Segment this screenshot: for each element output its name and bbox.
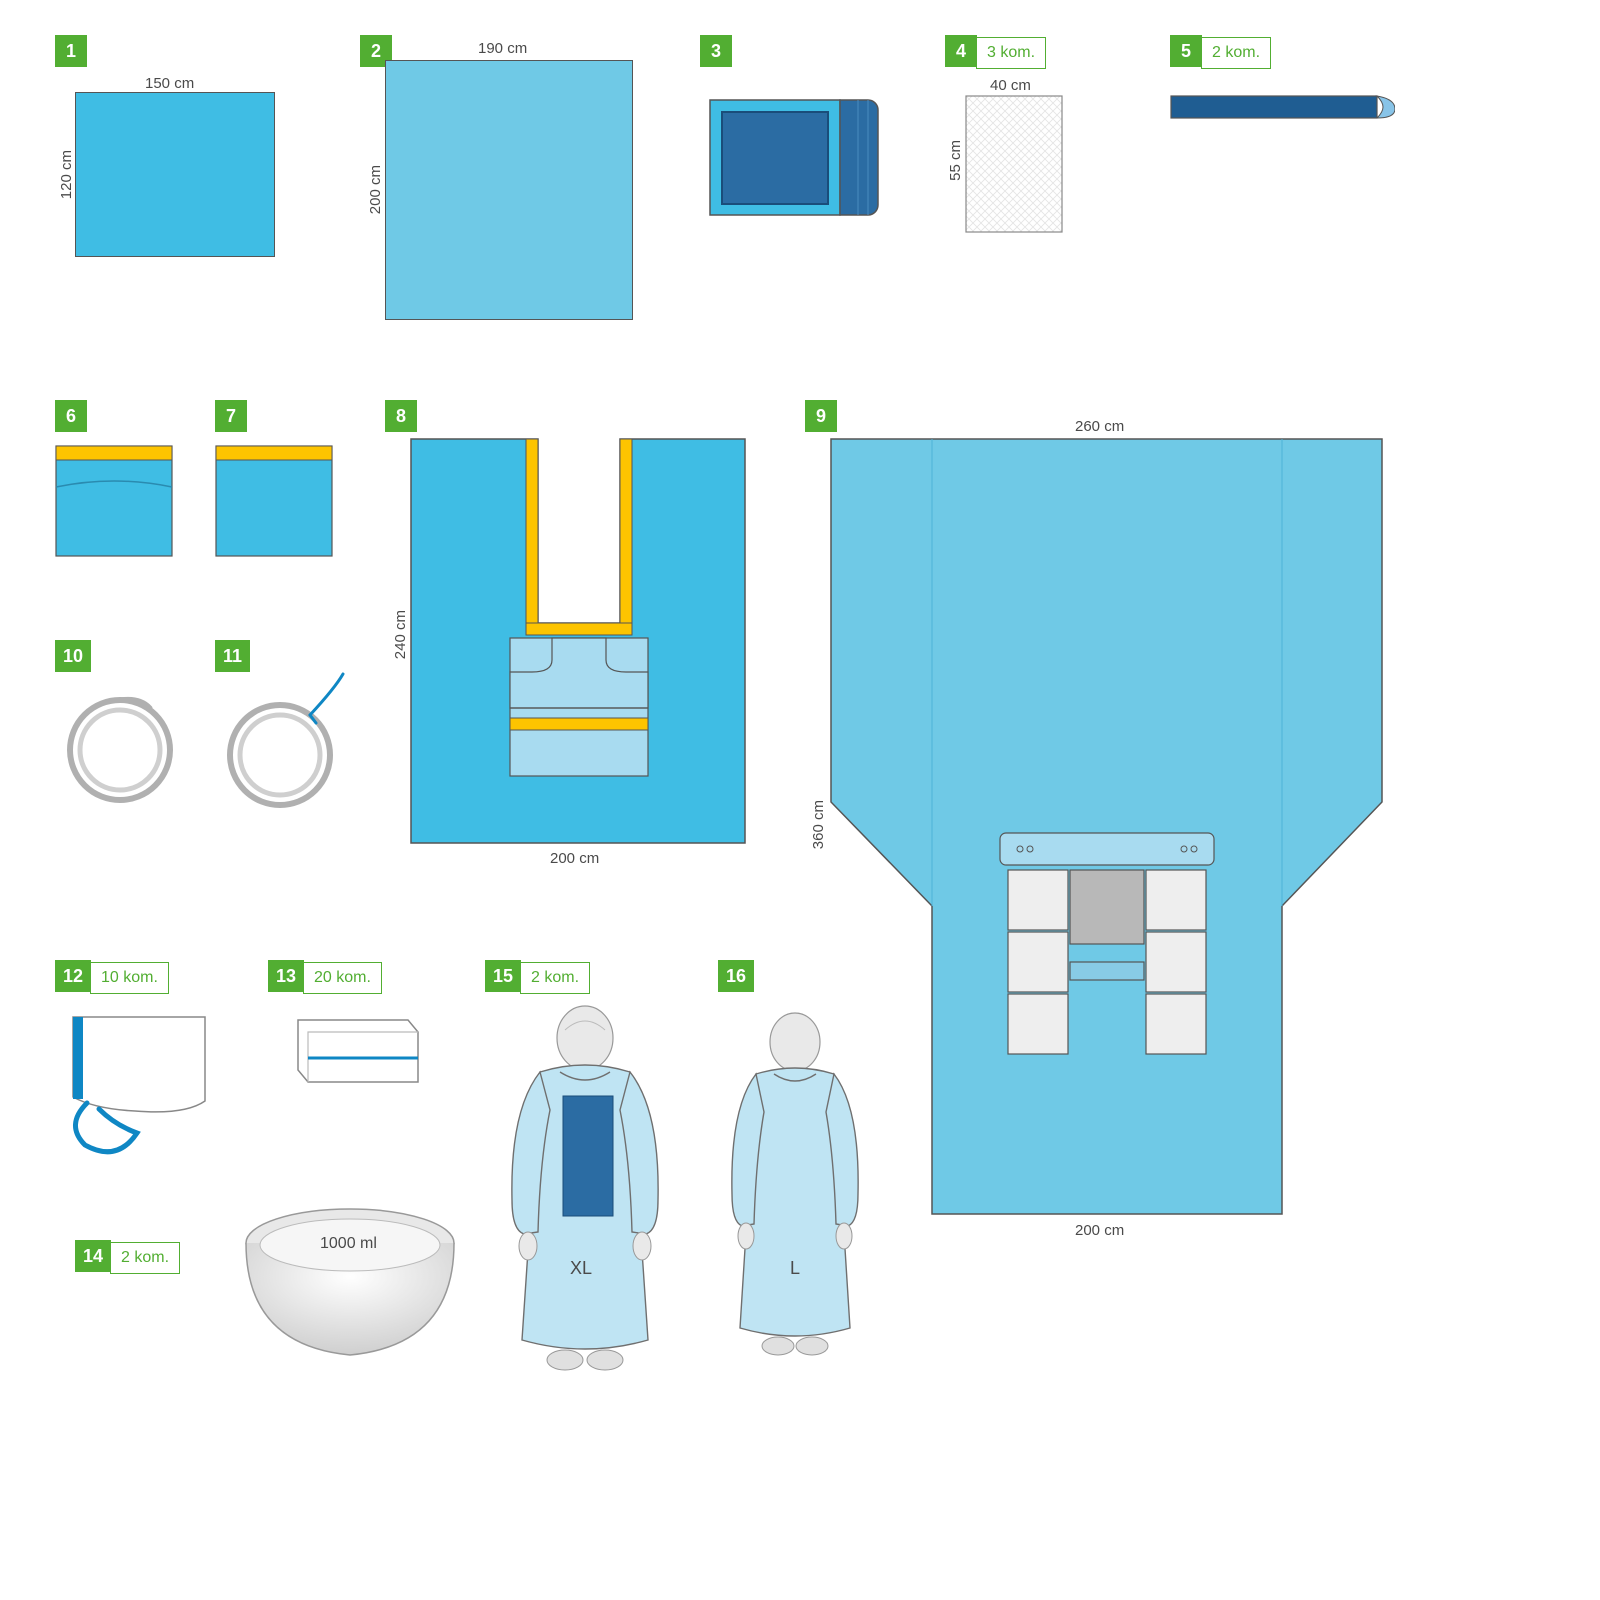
badge-qty: 10 kom. <box>90 962 169 994</box>
item-16-badge: 16 <box>718 960 754 992</box>
item-15-gown-figure <box>480 1000 690 1420</box>
item-8-badge: 8 <box>385 400 417 432</box>
item-7-drape <box>215 445 335 560</box>
item-8-width: 200 cm <box>550 850 599 867</box>
item-3-cover <box>700 90 880 240</box>
badge-number: 11 <box>215 640 250 672</box>
item-2-sheet <box>385 60 633 320</box>
item-4-badge-group: 43 kom. <box>945 35 1046 69</box>
badge-number: 16 <box>718 960 754 992</box>
item-9-drape <box>830 438 1385 1218</box>
item-15-badge-group: 152 kom. <box>485 960 590 994</box>
item-7-badge: 7 <box>215 400 247 432</box>
badge-number: 14 <box>75 1240 111 1272</box>
badge-number: 6 <box>55 400 87 432</box>
item-9-width-bottom: 200 cm <box>1075 1222 1124 1239</box>
badge-qty: 2 kom. <box>1201 37 1271 69</box>
item-4-pad <box>965 95 1065 235</box>
item-12-swab <box>55 1005 235 1155</box>
item-6-badge: 6 <box>55 400 87 432</box>
item-5-badge-group: 52 kom. <box>1170 35 1271 69</box>
item-2-height: 200 cm <box>367 165 384 214</box>
badge-number: 1 <box>55 35 87 67</box>
item-1-sheet <box>75 92 275 257</box>
badge-number: 13 <box>268 960 304 992</box>
item-13-badge-group: 1320 kom. <box>268 960 382 994</box>
badge-number: 9 <box>805 400 837 432</box>
badge-qty: 3 kom. <box>976 37 1046 69</box>
badge-number: 8 <box>385 400 417 432</box>
badge-qty: 2 kom. <box>110 1242 180 1274</box>
item-10-tube <box>55 685 185 815</box>
badge-qty: 2 kom. <box>520 962 590 994</box>
item-16-gown-figure <box>700 1008 890 1408</box>
item-1-width: 150 cm <box>145 75 194 92</box>
item-6-drape <box>55 445 175 560</box>
item-16-size: L <box>790 1258 800 1279</box>
item-14-bowl <box>240 1195 460 1365</box>
item-14-volume: 1000 ml <box>320 1235 377 1253</box>
item-9-width-top: 260 cm <box>1075 418 1124 435</box>
item-2-width: 190 cm <box>478 40 527 57</box>
badge-number: 4 <box>945 35 977 67</box>
badge-number: 5 <box>1170 35 1202 67</box>
item-12-badge-group: 1210 kom. <box>55 960 169 994</box>
item-9-height: 360 cm <box>810 800 827 849</box>
item-8-height: 240 cm <box>392 610 409 659</box>
item-13-compress <box>280 1010 430 1100</box>
badge-number: 3 <box>700 35 732 67</box>
item-4-width: 40 cm <box>990 77 1031 94</box>
badge-number: 15 <box>485 960 521 992</box>
item-5-strip <box>1170 90 1395 130</box>
item-8-drape <box>410 438 748 846</box>
item-4-height: 55 cm <box>947 140 964 181</box>
item-10-badge: 10 <box>55 640 91 672</box>
badge-number: 12 <box>55 960 91 992</box>
badge-qty: 20 kom. <box>303 962 382 994</box>
item-11-badge: 11 <box>215 640 250 672</box>
badge-number: 10 <box>55 640 91 672</box>
item-3-badge: 3 <box>700 35 732 67</box>
item-15-size: XL <box>570 1258 592 1279</box>
item-1-height: 120 cm <box>58 150 75 199</box>
item-14-badge-group: 142 kom. <box>75 1240 180 1274</box>
item-11-tube <box>215 670 355 820</box>
item-1-badge: 1 <box>55 35 87 67</box>
badge-number: 7 <box>215 400 247 432</box>
item-9-badge: 9 <box>805 400 837 432</box>
